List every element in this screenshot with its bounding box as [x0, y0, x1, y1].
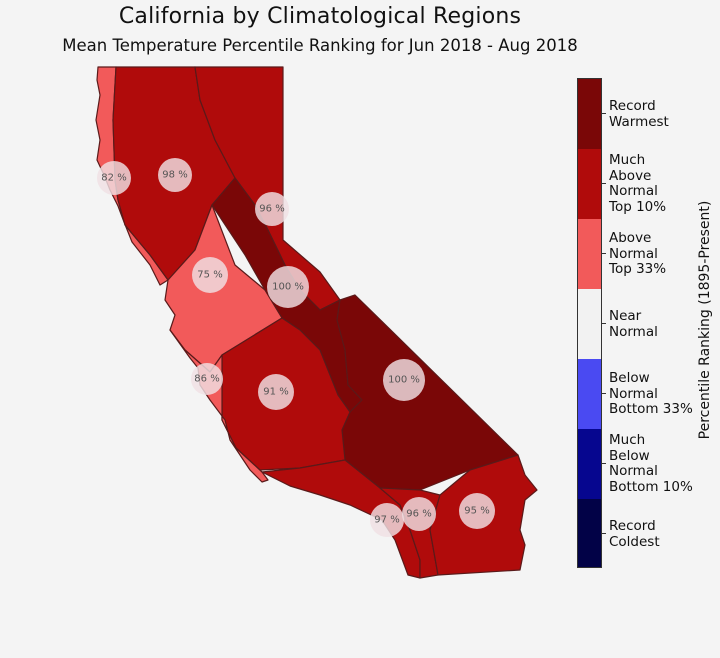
bubble-mojave: 100 % [388, 375, 420, 386]
colorbar-label-near: Near Normal [609, 308, 658, 340]
value-bubbles: 82 % 98 % 96 % 75 % 100 % 86 % 91 % 100 … [97, 158, 495, 537]
colorbar [577, 78, 602, 568]
colorbar-axis-label: Percentile Ranking (1895-Present) [697, 200, 713, 440]
colorbar-label-much-above: Much Above Normal Top 10% [609, 152, 667, 215]
colorbar-label-below: Below Normal Bottom 33% [609, 370, 693, 417]
bubble-sierra: 100 % [272, 282, 304, 293]
region-mojave [336, 294, 519, 491]
colorbar-band-record-coldest [578, 499, 601, 567]
colorbar-band-record-warmest [578, 79, 601, 149]
colorbar-band-above [578, 219, 601, 289]
bubble-san-joaquin: 91 % [263, 387, 288, 398]
colorbar-label-record-warmest: Record Warmest [609, 98, 669, 130]
bubble-sf-bay: 75 % [197, 270, 222, 281]
bubble-sonoran: 95 % [464, 506, 489, 517]
bubble-south-coast: 97 % [374, 515, 399, 526]
map-subtitle: Mean Temperature Percentile Ranking for … [62, 36, 578, 55]
colorbar-label-above: Above Normal Top 33% [609, 230, 667, 277]
colorbar-label-much-below: Much Below Normal Bottom 10% [609, 432, 693, 495]
colorbar-label-record-coldest: Record Coldest [609, 518, 660, 550]
colorbar-band-much-above [578, 149, 601, 219]
bubble-sacramento: 98 % [162, 170, 187, 181]
bubble-southeast-desert: 96 % [406, 509, 431, 520]
colorbar-band-much-below [578, 429, 601, 499]
bubble-central-coast: 86 % [194, 374, 219, 385]
colorbar-band-below [578, 359, 601, 429]
bubble-northeast: 96 % [259, 204, 284, 215]
bubble-north-coast: 82 % [101, 173, 126, 184]
map-title: California by Climatological Regions [118, 4, 522, 29]
colorbar-band-near [578, 289, 601, 359]
